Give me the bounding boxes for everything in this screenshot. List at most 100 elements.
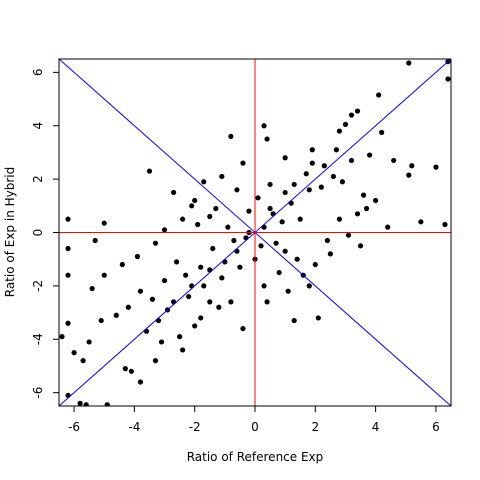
data-point bbox=[285, 288, 291, 294]
y-tick-label: -4 bbox=[31, 333, 45, 345]
data-point bbox=[282, 189, 288, 196]
data-point bbox=[189, 203, 195, 209]
data-point bbox=[83, 402, 89, 406]
x-tick-label: 4 bbox=[372, 420, 380, 434]
data-point bbox=[207, 299, 213, 305]
data-point bbox=[210, 245, 216, 252]
data-point bbox=[228, 299, 234, 305]
x-axis: -6 -4 -2 0 2 4 6 bbox=[68, 406, 440, 434]
data-point bbox=[183, 272, 189, 278]
data-point bbox=[65, 216, 71, 222]
data-point bbox=[318, 184, 324, 190]
data-point bbox=[261, 283, 267, 289]
data-point bbox=[125, 304, 131, 310]
data-point bbox=[445, 76, 451, 82]
data-point bbox=[170, 299, 177, 305]
data-point bbox=[330, 173, 336, 180]
data-point bbox=[418, 219, 424, 225]
data-point bbox=[216, 304, 222, 310]
data-point bbox=[231, 237, 237, 244]
data-point bbox=[339, 179, 346, 185]
data-point bbox=[363, 205, 370, 212]
data-point bbox=[234, 248, 240, 254]
data-point bbox=[309, 160, 315, 166]
x-tick-label: -4 bbox=[128, 420, 140, 434]
data-point bbox=[177, 334, 183, 340]
data-point bbox=[291, 317, 297, 324]
data-point bbox=[279, 219, 285, 225]
data-point bbox=[71, 350, 77, 356]
data-point bbox=[180, 216, 186, 222]
data-point bbox=[207, 267, 213, 273]
data-point bbox=[198, 264, 204, 270]
data-point bbox=[161, 277, 168, 284]
data-point bbox=[77, 400, 83, 406]
data-point bbox=[357, 243, 364, 249]
x-tick-label: -6 bbox=[68, 420, 80, 434]
data-point bbox=[333, 147, 340, 153]
data-point bbox=[336, 128, 343, 134]
y-tick-label: 0 bbox=[31, 229, 45, 237]
data-point bbox=[261, 123, 267, 129]
x-tick-label: -2 bbox=[189, 420, 201, 434]
y-axis-label: Ratio of Exp in Hybrid bbox=[3, 167, 17, 298]
data-point bbox=[234, 187, 240, 193]
data-point bbox=[195, 221, 201, 228]
data-point bbox=[122, 366, 128, 372]
data-point bbox=[180, 347, 186, 353]
data-point bbox=[348, 112, 355, 118]
data-point bbox=[379, 129, 385, 136]
data-point bbox=[143, 328, 150, 334]
data-point bbox=[306, 187, 312, 193]
data-point bbox=[137, 379, 144, 385]
data-point bbox=[282, 248, 288, 254]
data-point bbox=[255, 195, 261, 201]
data-point bbox=[228, 133, 234, 140]
data-point bbox=[59, 334, 65, 340]
y-tick-label: -6 bbox=[31, 387, 45, 399]
data-point bbox=[89, 285, 95, 292]
data-point bbox=[65, 392, 71, 398]
data-point bbox=[273, 240, 279, 246]
data-point bbox=[276, 269, 282, 276]
data-point bbox=[261, 224, 267, 230]
data-point bbox=[354, 211, 361, 217]
data-point bbox=[406, 60, 412, 66]
data-point bbox=[225, 224, 231, 230]
data-point bbox=[288, 200, 294, 206]
data-point bbox=[237, 264, 243, 270]
data-point bbox=[240, 325, 246, 332]
data-point bbox=[327, 251, 333, 257]
data-point bbox=[101, 272, 107, 278]
data-point bbox=[442, 221, 448, 228]
data-point bbox=[433, 164, 439, 170]
data-point bbox=[348, 157, 355, 164]
data-point bbox=[101, 220, 107, 226]
data-point bbox=[406, 172, 412, 178]
data-point bbox=[152, 240, 159, 246]
data-point bbox=[303, 171, 309, 177]
data-point bbox=[306, 283, 312, 289]
data-point bbox=[198, 315, 204, 321]
data-point bbox=[354, 108, 361, 114]
y-tick-label: -2 bbox=[31, 280, 45, 292]
data-point bbox=[321, 163, 327, 169]
x-tick-label: 2 bbox=[311, 420, 319, 434]
y-tick-label: 2 bbox=[31, 175, 45, 183]
data-point bbox=[152, 358, 159, 364]
data-point bbox=[119, 261, 125, 268]
data-point bbox=[291, 181, 297, 188]
data-point bbox=[360, 192, 367, 198]
y-tick-label: 4 bbox=[31, 122, 45, 130]
data-point bbox=[391, 157, 397, 164]
data-point bbox=[342, 121, 349, 127]
data-point bbox=[207, 213, 213, 220]
data-point bbox=[282, 155, 288, 161]
data-point bbox=[309, 147, 315, 153]
data-point bbox=[222, 259, 228, 265]
data-point bbox=[192, 197, 198, 204]
data-point bbox=[373, 197, 379, 204]
data-point bbox=[366, 152, 373, 158]
data-point bbox=[201, 179, 207, 185]
